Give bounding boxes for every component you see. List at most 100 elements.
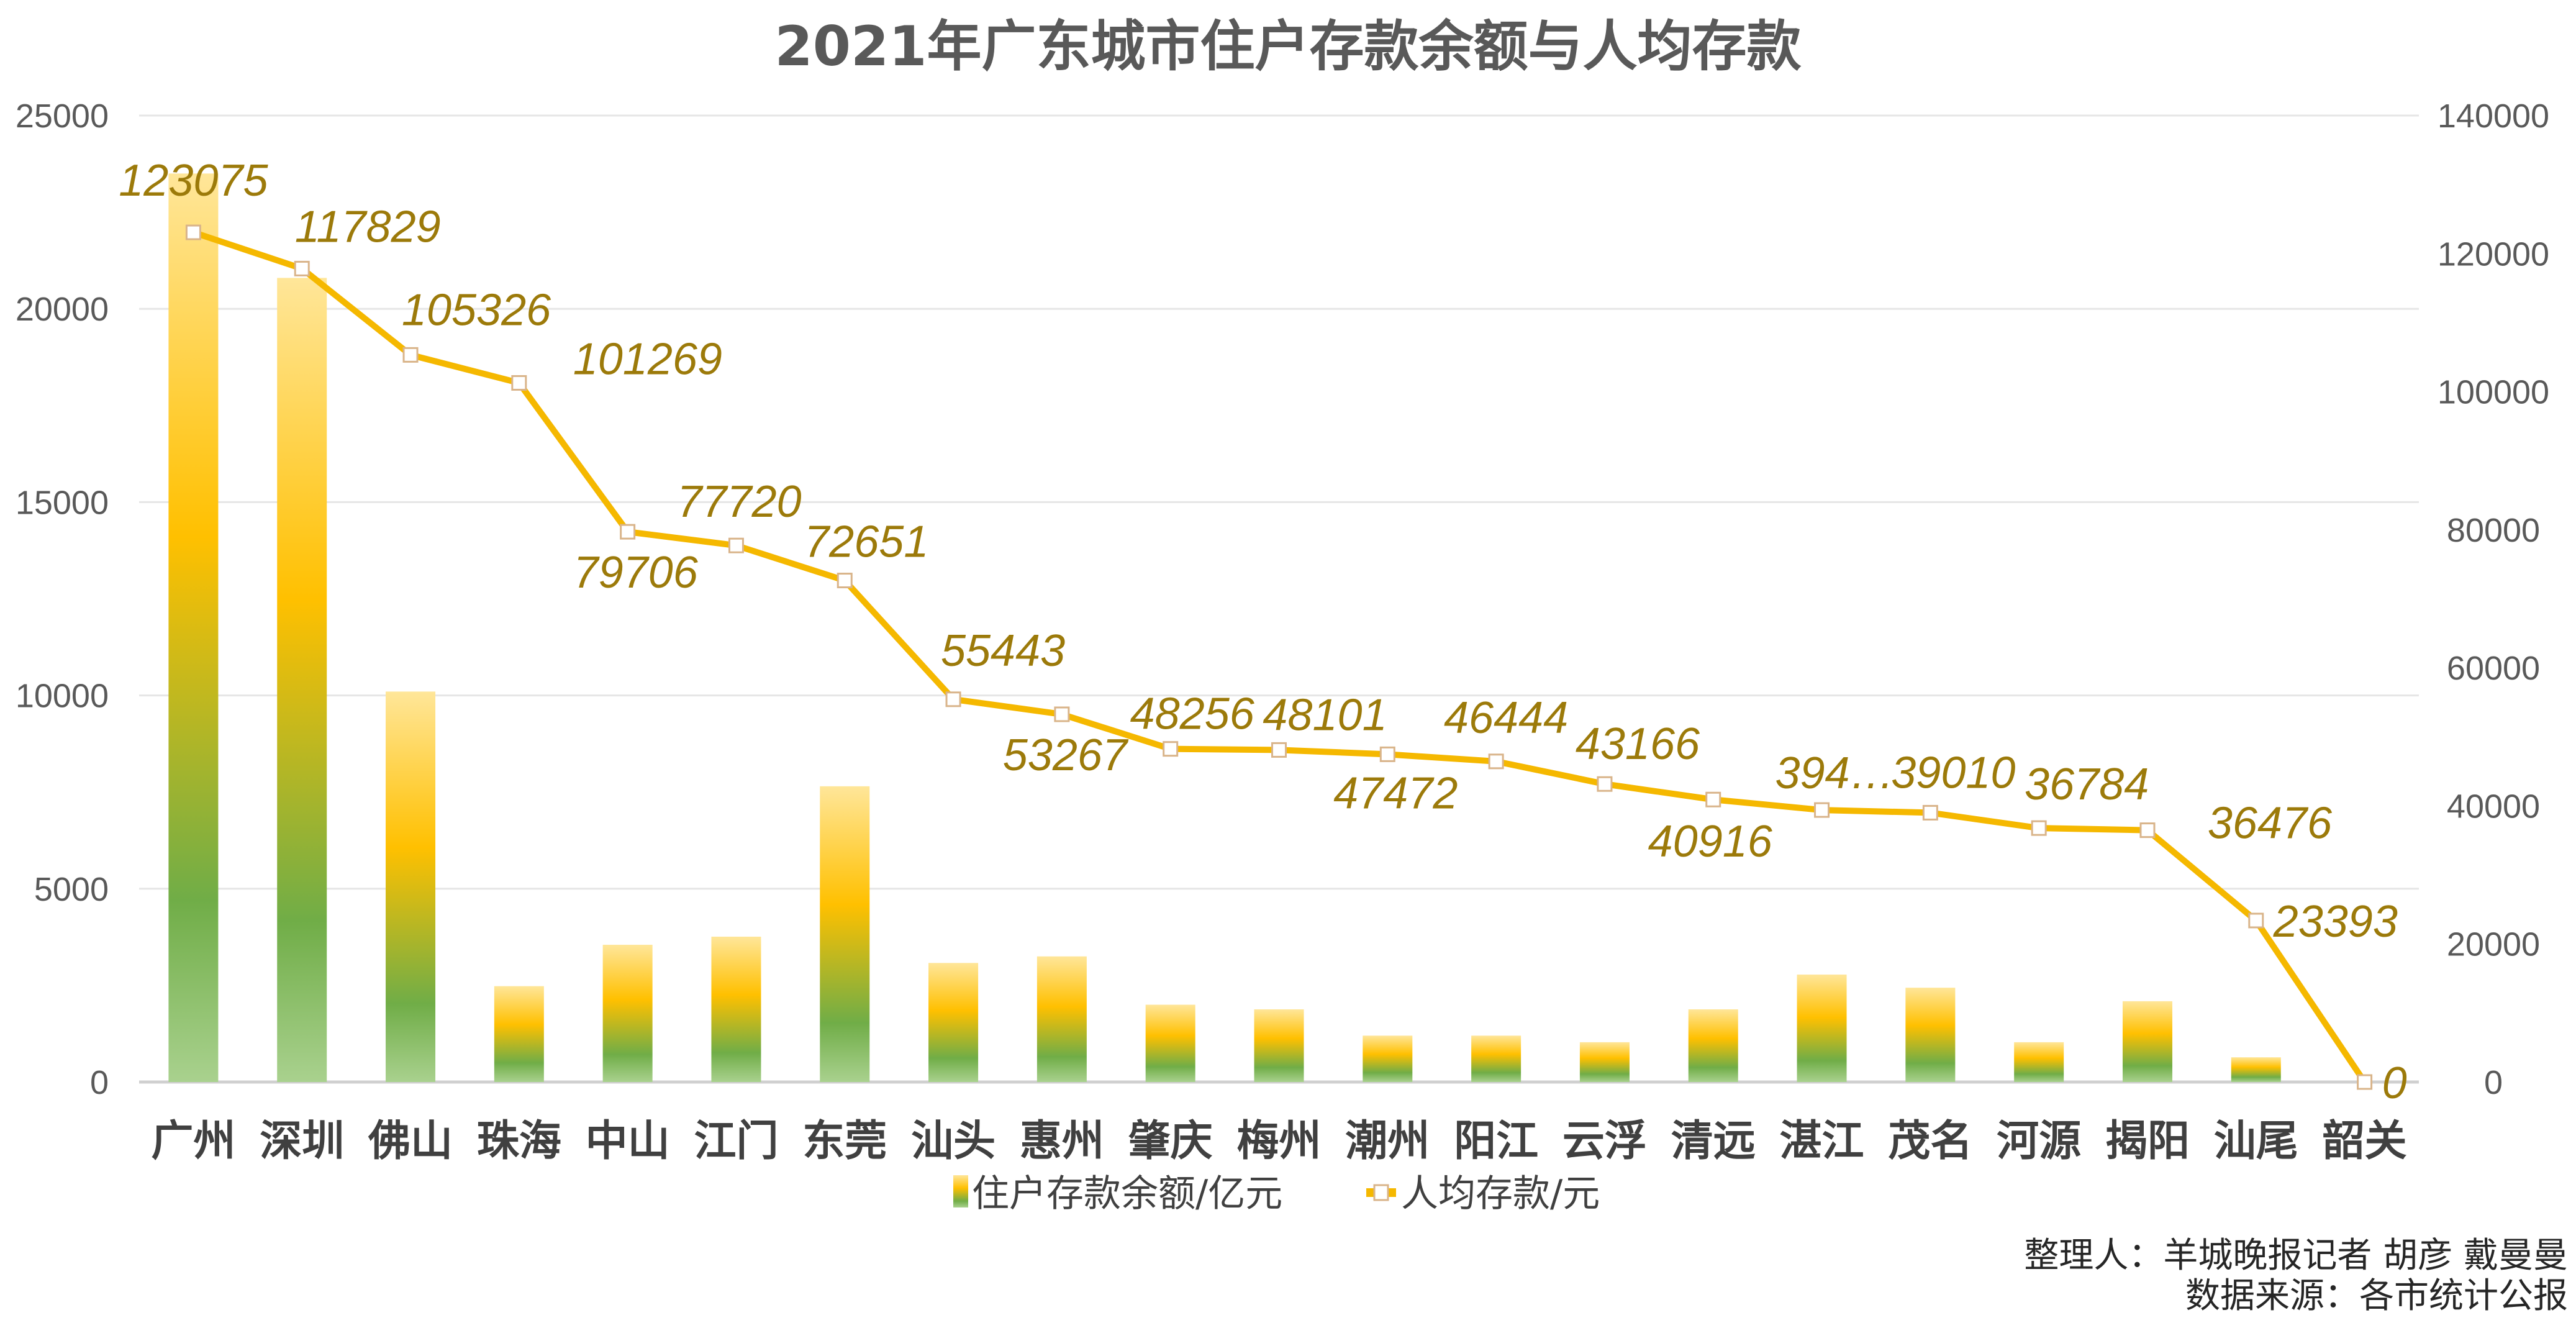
bar-中山 [602,945,653,1082]
marker-韶关 [2357,1074,2373,1090]
credit-source: 数据来源：各市统计公报 [2185,1276,2568,1316]
marker-东莞 [837,573,853,589]
category-label: 珠海 [477,1117,561,1166]
bar-广州 [168,173,219,1082]
credit-author: 整理人：羊城晚报记者 胡彦 戴曼曼 [2024,1235,2568,1276]
category-label: 湛江 [1780,1117,1864,1166]
legend: 住户存款余额/亿元 人均存款/元 [953,1172,1600,1216]
marker-揭阳 [2139,822,2156,839]
right-tick-label: 80000 [2447,512,2540,549]
bar-湛江 [1797,974,1847,1082]
marker-惠州 [1054,706,1070,722]
right-tick-label: 100000 [2438,374,2549,411]
legend-bar-label: 住户存款余额/亿元 [972,1172,1282,1216]
category-label: 中山 [586,1117,670,1166]
line-path [192,229,2367,1084]
marker-梅州 [1271,742,1287,758]
category-label: 韶关 [2323,1117,2407,1166]
category-axis: 广州 深圳 佛山 珠海 中山 江门 东莞 汕头 惠州 肇庆 梅州 潮州 阳江 云浮 清远 湛江 茂名 河源 揭阳 汕尾… [151,1117,2406,1166]
bar-梅州 [1254,1009,1304,1082]
left-tick-label: 0 [90,1064,109,1101]
line-series [185,224,2373,1090]
marker-肇庆 [1163,741,1179,757]
left-tick-label: 10000 [16,678,109,715]
data-label: 72651 [804,517,928,567]
data-label: 23393 [2273,897,2398,947]
bar-潮州 [1363,1035,1413,1082]
data-label: 105326 [402,285,551,335]
category-label: 云浮 [1562,1117,1647,1166]
left-axis: 0 5000 10000 15000 20000 25000 [16,98,109,1101]
category-label: 深圳 [260,1117,344,1166]
data-label: 43166 [1576,719,1700,769]
bar-清远 [1688,1009,1738,1082]
bar-东莞 [820,786,870,1082]
marker-湛江 [1814,802,1830,818]
gridlines [139,114,2419,1084]
data-label: 48101 [1263,690,1387,740]
data-label: 117829 [295,202,441,252]
bar-佛山 [386,691,436,1082]
bar-汕头 [928,963,979,1082]
chart-title: 2021年广东城市住户存款余额与人均存款 [775,14,1802,78]
data-label: 40916 [1648,817,1773,866]
data-label: 47472 [1333,768,1458,818]
data-label: 0 [2382,1058,2407,1108]
marker-潮州 [1379,746,1395,762]
marker-中山 [620,524,636,540]
data-label: 55443 [941,626,1065,676]
left-tick-label: 20000 [16,291,109,328]
bar-茂名 [1905,988,1956,1082]
data-label: 123075 [119,156,268,206]
marker-深圳 [294,260,310,276]
right-tick-label: 60000 [2447,650,2540,687]
data-label: 53267 [1003,730,1129,780]
right-axis: 0 20000 40000 60000 80000 100000 120000 140000 [2438,98,2549,1101]
marker-阳江 [1488,753,1504,770]
category-label: 潮州 [1345,1117,1430,1166]
data-label: 101269 [573,334,722,384]
category-label: 清远 [1671,1117,1756,1166]
data-label: 394… [1775,748,1894,798]
bar-阳江 [1471,1035,1522,1082]
marker-河源 [2031,820,2047,836]
data-label: 39010 [1891,748,2015,798]
data-label: 36784 [2025,760,2149,809]
category-label: 肇庆 [1128,1117,1213,1166]
legend-marker [1373,1184,1389,1201]
data-label: 36476 [2208,799,2333,848]
right-tick-label: 140000 [2438,98,2549,135]
category-label: 梅州 [1236,1117,1321,1166]
data-label: 48256 [1130,689,1255,739]
data-label: 79706 [574,548,699,598]
category-label: 江门 [694,1117,778,1166]
marker-茂名 [1922,804,1938,821]
marker-佛山 [402,347,419,363]
right-tick-label: 0 [2484,1064,2503,1101]
bar-深圳 [277,278,327,1083]
marker-珠海 [511,375,527,391]
marker-云浮 [1597,776,1613,792]
marker-汕头 [945,691,961,707]
right-tick-label: 120000 [2438,235,2549,273]
category-label: 茂名 [1888,1117,1972,1166]
bar-汕尾 [2231,1057,2281,1082]
bar-揭阳 [2122,1001,2172,1082]
bar-肇庆 [1145,1004,1195,1082]
category-label: 汕头 [911,1117,995,1166]
data-label: 46444 [1444,693,1568,743]
left-tick-label: 15000 [16,484,109,521]
bar-云浮 [1579,1042,1630,1082]
category-label: 惠州 [1020,1117,1104,1166]
left-tick-label: 5000 [34,871,109,908]
category-label: 阳江 [1454,1117,1538,1166]
category-label: 东莞 [802,1117,887,1166]
bar-series [168,173,2281,1083]
left-tick-label: 25000 [16,98,109,135]
category-label: 河源 [1997,1117,2081,1166]
category-label: 汕尾 [2214,1117,2298,1166]
bar-河源 [2014,1042,2064,1082]
marker-清远 [1705,791,1721,807]
